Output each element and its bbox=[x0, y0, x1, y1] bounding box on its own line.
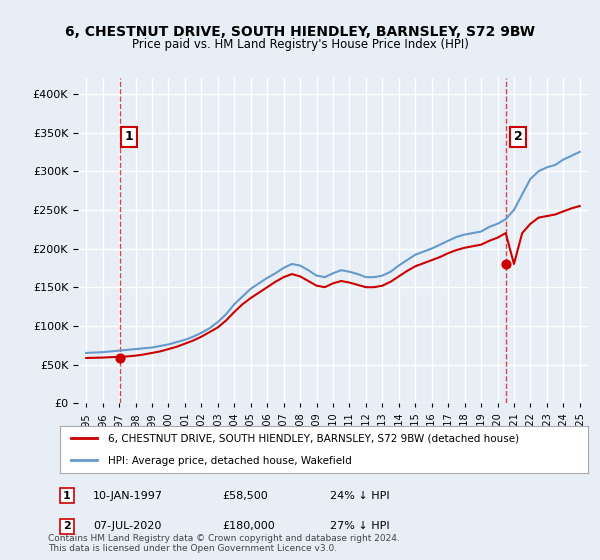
Text: Price paid vs. HM Land Registry's House Price Index (HPI): Price paid vs. HM Land Registry's House … bbox=[131, 38, 469, 51]
Text: 6, CHESTNUT DRIVE, SOUTH HIENDLEY, BARNSLEY, S72 9BW (detached house): 6, CHESTNUT DRIVE, SOUTH HIENDLEY, BARNS… bbox=[107, 434, 518, 444]
Text: 2: 2 bbox=[63, 521, 71, 531]
Text: 10-JAN-1997: 10-JAN-1997 bbox=[93, 491, 163, 501]
Text: 6, CHESTNUT DRIVE, SOUTH HIENDLEY, BARNSLEY, S72 9BW: 6, CHESTNUT DRIVE, SOUTH HIENDLEY, BARNS… bbox=[65, 25, 535, 39]
Text: £58,500: £58,500 bbox=[222, 491, 268, 501]
Text: 24% ↓ HPI: 24% ↓ HPI bbox=[330, 491, 389, 501]
Text: 1: 1 bbox=[63, 491, 71, 501]
Text: 07-JUL-2020: 07-JUL-2020 bbox=[93, 521, 161, 531]
Text: HPI: Average price, detached house, Wakefield: HPI: Average price, detached house, Wake… bbox=[107, 456, 351, 466]
Text: 1: 1 bbox=[125, 130, 133, 143]
Point bbox=[115, 353, 124, 362]
Text: £180,000: £180,000 bbox=[222, 521, 275, 531]
Text: 27% ↓ HPI: 27% ↓ HPI bbox=[330, 521, 389, 531]
Text: 2: 2 bbox=[514, 130, 523, 143]
Text: Contains HM Land Registry data © Crown copyright and database right 2024.
This d: Contains HM Land Registry data © Crown c… bbox=[48, 534, 400, 553]
Point bbox=[501, 259, 511, 268]
